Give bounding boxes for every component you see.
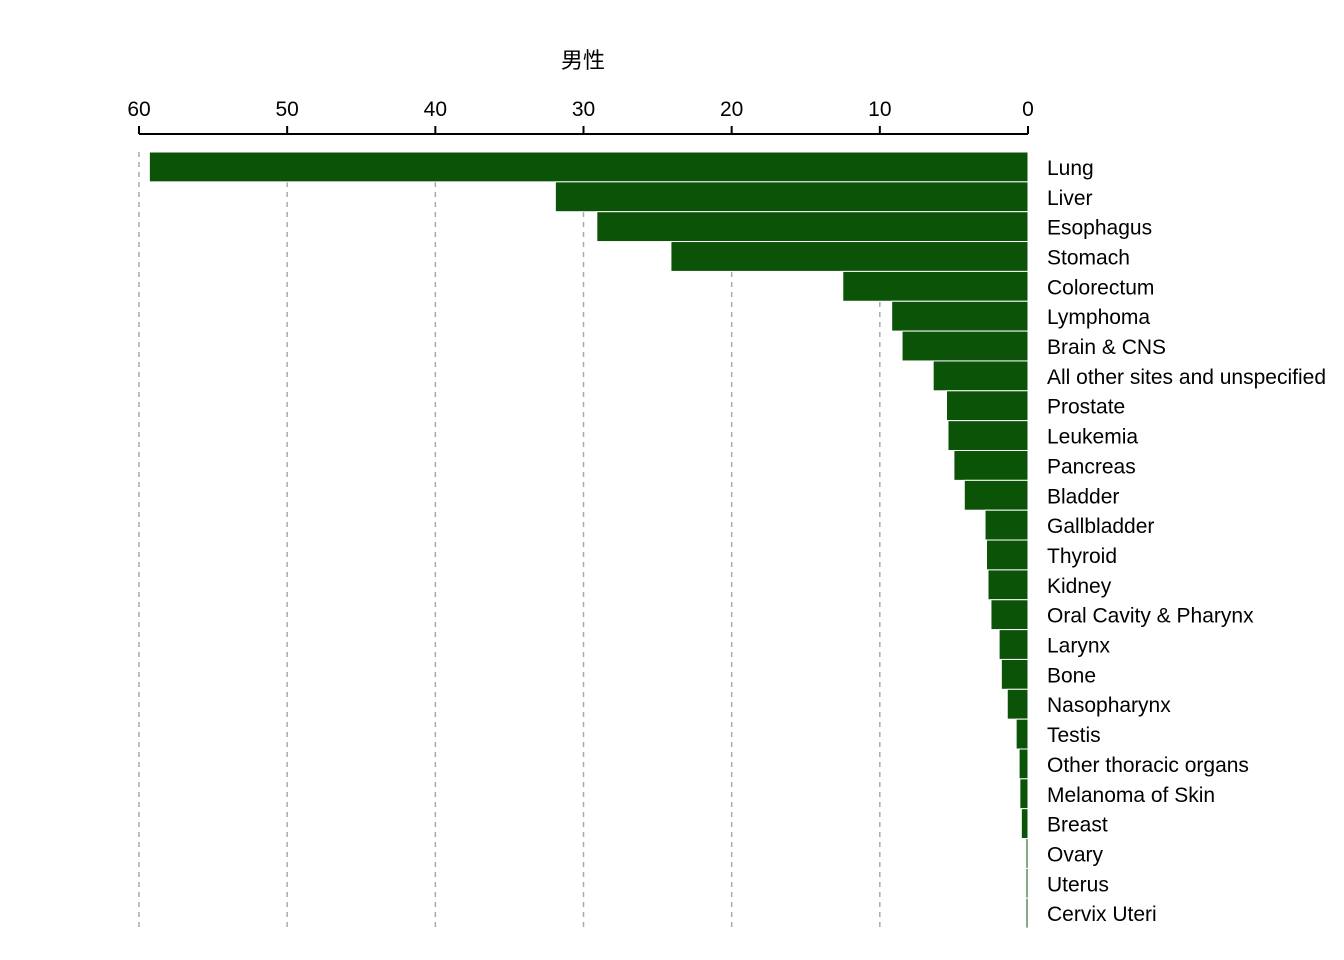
x-tick-label: 50 — [275, 98, 298, 121]
bar-pancreas — [953, 450, 1029, 481]
category-label: Other thoracic organs — [1047, 754, 1249, 777]
x-tick-label: 0 — [1022, 98, 1034, 121]
category-label: Melanoma of Skin — [1047, 784, 1215, 807]
bar-larynx — [998, 629, 1029, 660]
bar-cervix-uteri — [1025, 897, 1029, 929]
category-label: Leukemia — [1047, 426, 1138, 449]
bar-lymphoma — [891, 300, 1029, 332]
x-tick-label: 30 — [572, 98, 595, 121]
bar-leukemia — [947, 420, 1029, 451]
bar-uterus — [1025, 867, 1029, 899]
bar-all-other-sites-and-unspecified — [932, 360, 1029, 392]
category-label: Testis — [1047, 724, 1101, 747]
x-tick-label: 60 — [127, 98, 150, 121]
category-label: Gallbladder — [1047, 515, 1154, 538]
bar-stomach — [670, 241, 1029, 272]
category-label: Pancreas — [1047, 455, 1136, 478]
category-label: Thyroid — [1047, 545, 1117, 568]
category-label: Bone — [1047, 664, 1096, 687]
category-labels: Lung Liver Esophagus Stomach Colorectum Lymph… — [1047, 157, 1326, 926]
x-tick-label: 40 — [424, 98, 447, 121]
category-label: Uterus — [1047, 873, 1109, 896]
bar-ovary — [1025, 838, 1029, 869]
bar-testis — [1015, 718, 1029, 750]
category-label: Breast — [1047, 814, 1108, 837]
bars — [148, 151, 1029, 929]
bar-liver — [554, 181, 1029, 213]
bar-other-thoracic-organs — [1018, 748, 1029, 780]
chart-title: 男性 — [561, 49, 605, 74]
bar-bone — [1000, 658, 1029, 690]
bar-lung — [148, 151, 1029, 183]
category-label: Larynx — [1047, 635, 1111, 658]
category-label: Brain & CNS — [1047, 336, 1166, 359]
category-label: Esophagus — [1047, 217, 1152, 240]
bar-brain-cns — [901, 330, 1029, 362]
bar-gallbladder — [984, 509, 1029, 541]
category-label: All other sites and unspecified — [1047, 366, 1326, 389]
category-label: Lymphoma — [1047, 306, 1150, 329]
bar-kidney — [987, 569, 1029, 601]
bar-melanoma-of-skin — [1019, 778, 1029, 810]
category-label: Nasopharynx — [1047, 694, 1171, 717]
bar-thyroid — [986, 539, 1029, 571]
category-label: Cervix Uteri — [1047, 903, 1157, 926]
category-label: Bladder — [1047, 485, 1119, 508]
x-tick-label: 10 — [868, 98, 891, 121]
bar-nasopharynx — [1006, 688, 1029, 720]
category-label: Colorectum — [1047, 276, 1154, 299]
category-label: Liver — [1047, 187, 1093, 210]
bar-esophagus — [596, 211, 1029, 243]
category-label: Stomach — [1047, 246, 1130, 269]
bar-breast — [1020, 808, 1029, 840]
category-label: Lung — [1047, 157, 1094, 180]
x-axis: 60 50 40 30 20 10 0 — [127, 98, 1034, 135]
bar-colorectum — [842, 270, 1029, 302]
x-tick-label: 20 — [720, 98, 743, 121]
bar-prostate — [946, 390, 1029, 422]
bar-oral-cavity-pharynx — [990, 599, 1029, 631]
category-label: Ovary — [1047, 843, 1104, 866]
bar-bladder — [963, 479, 1029, 511]
category-label: Kidney — [1047, 575, 1112, 598]
category-label: Oral Cavity & Pharynx — [1047, 605, 1254, 628]
category-label: Prostate — [1047, 396, 1125, 419]
